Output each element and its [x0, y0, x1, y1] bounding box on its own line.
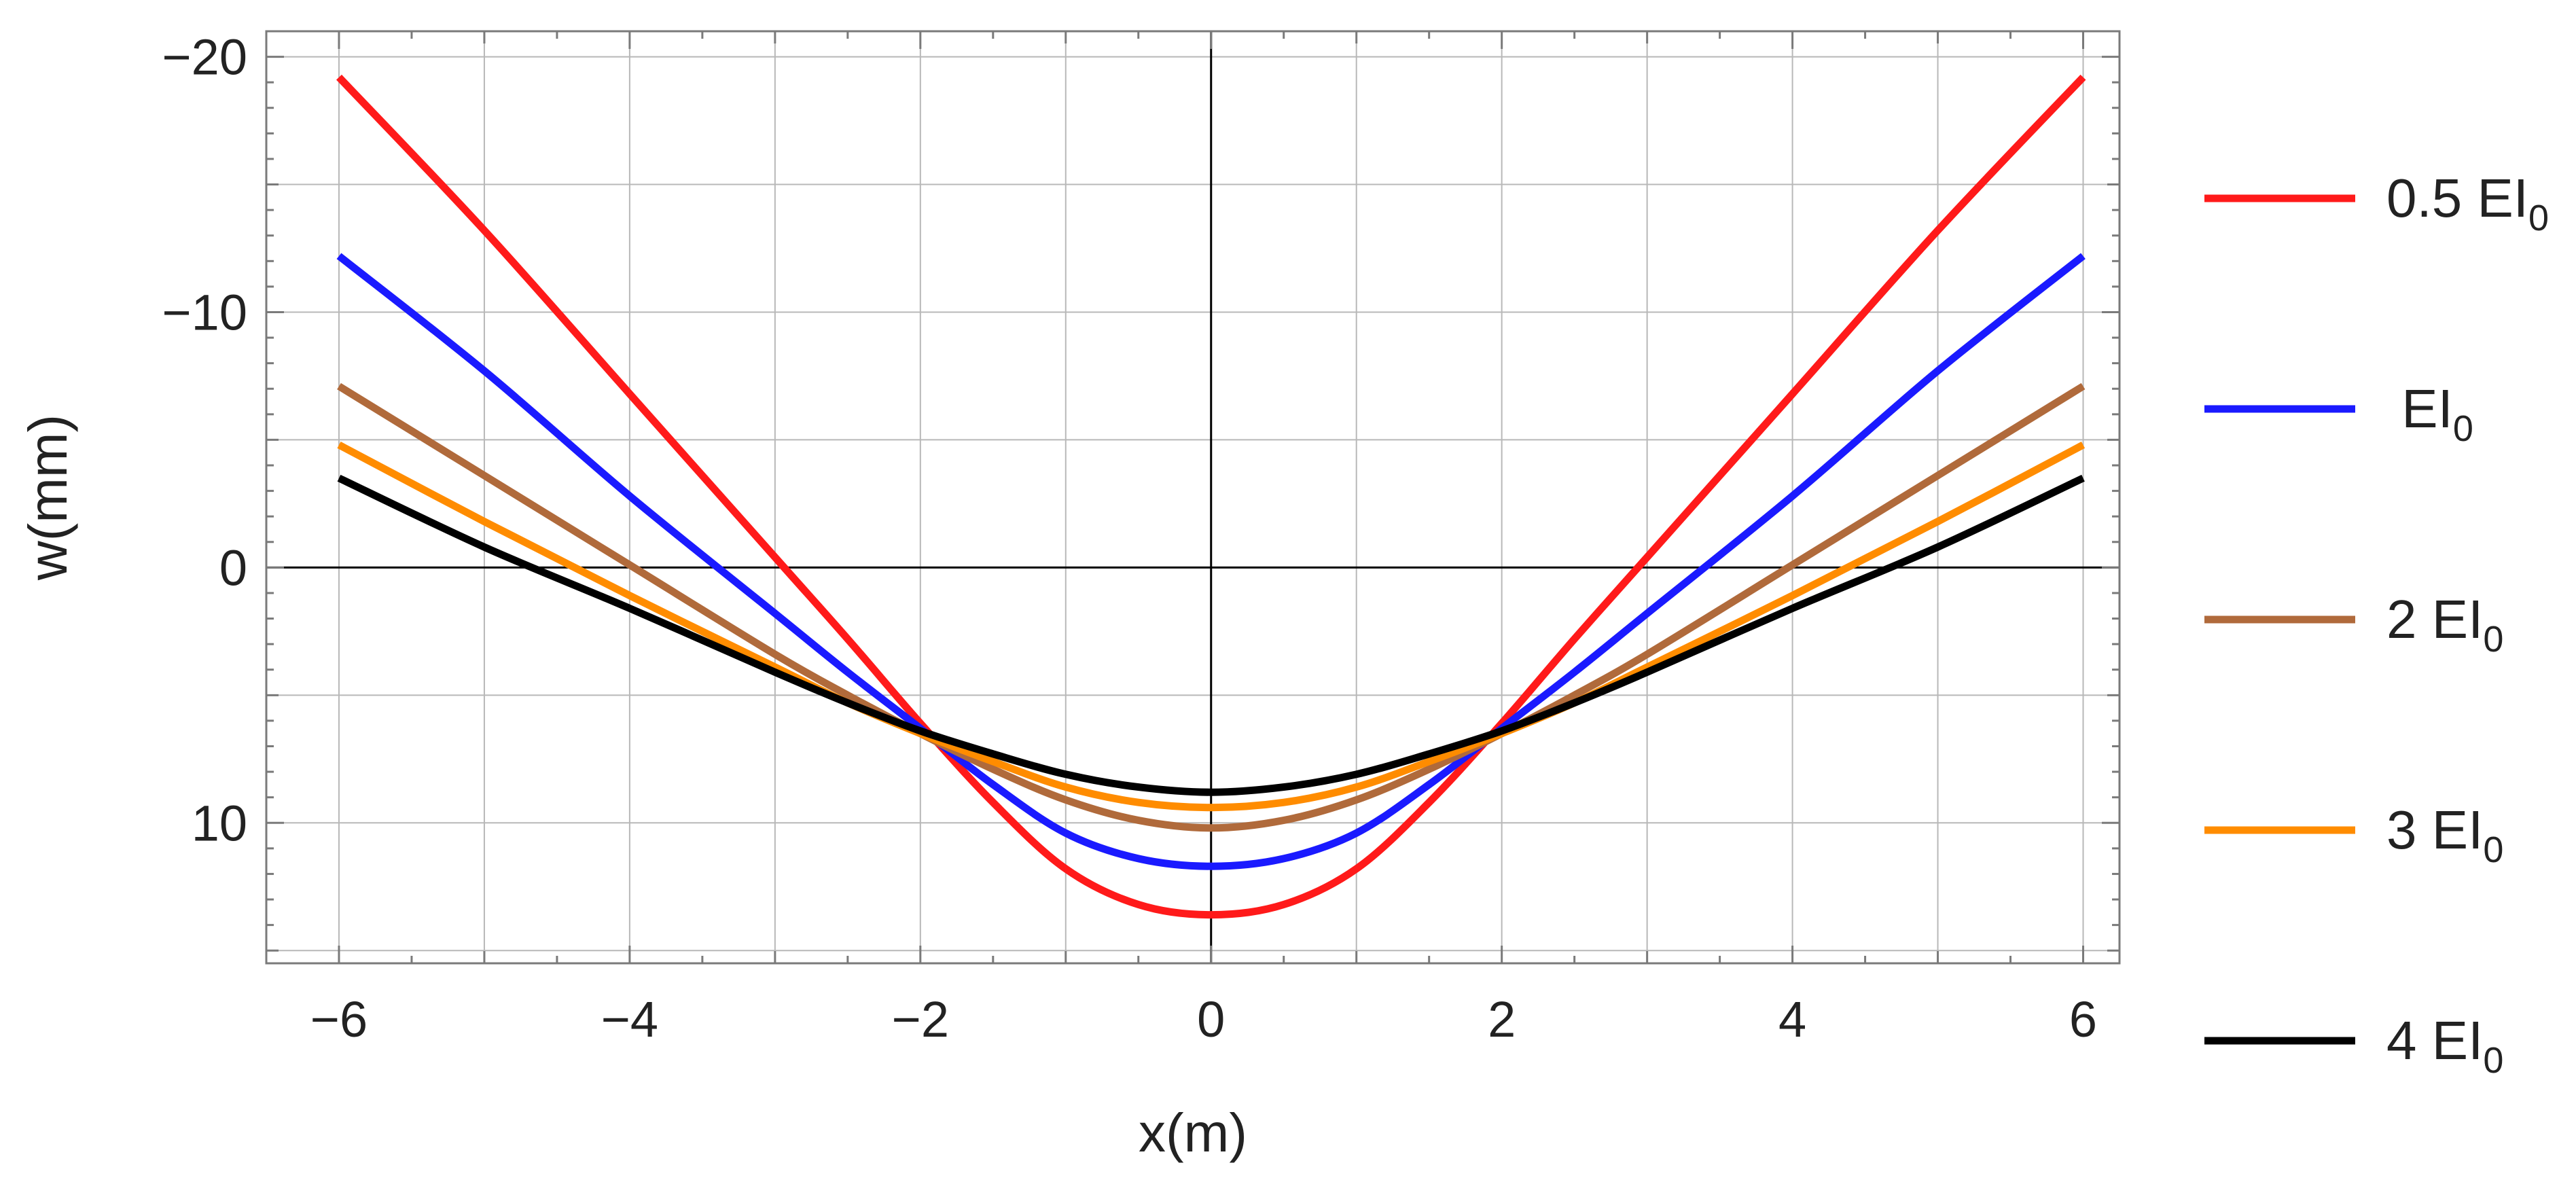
legend-label: 2 EI0	[2386, 589, 2503, 660]
ticks	[266, 31, 2119, 963]
legend-item: EI0	[2204, 378, 2473, 449]
legend-label-main: 2 EI	[2386, 589, 2483, 649]
legend-label-main: 0.5 EI	[2386, 168, 2528, 228]
legend-item: 2 EI0	[2204, 589, 2503, 660]
series-line-1	[336, 253, 2086, 870]
y-tick-label: 10	[192, 795, 247, 851]
y-axis-label: w(mm)	[18, 414, 78, 581]
legend-label: 4 EI0	[2386, 1010, 2503, 1081]
x-tick-label: 4	[1778, 991, 1806, 1048]
legend-label-subscript: 0	[2483, 619, 2503, 660]
x-tick-label: 2	[1488, 991, 1516, 1048]
y-tick-label: 0	[219, 539, 247, 596]
y-tick-label: −20	[162, 29, 247, 86]
series-line-0	[336, 74, 2086, 919]
legend-item: 4 EI0	[2204, 1010, 2503, 1081]
series-line-3	[337, 442, 2086, 812]
legend-label: 3 EI0	[2386, 800, 2503, 870]
series-line-2	[337, 382, 2086, 832]
legend-label-subscript: 0	[2483, 1040, 2503, 1081]
plot-frame	[265, 30, 2121, 965]
x-tick-label: 0	[1197, 991, 1225, 1048]
legend-label-main: 3 EI	[2386, 800, 2483, 860]
legend-label-subscript: 0	[2483, 829, 2503, 870]
legend-item: 0.5 EI0	[2204, 168, 2549, 238]
y-tick-label: −10	[162, 284, 247, 340]
legend-item: 3 EI0	[2204, 800, 2503, 870]
x-tick-label: −4	[601, 991, 658, 1048]
series-line-4	[337, 474, 2085, 796]
legend-label-main: 4 EI	[2386, 1010, 2483, 1071]
x-tick-label: −2	[892, 991, 949, 1048]
legend-label-subscript: 0	[2453, 408, 2473, 449]
legend-label: EI0	[2386, 378, 2473, 449]
legend-label-main: EI	[2386, 378, 2453, 439]
legend-label: 0.5 EI0	[2386, 168, 2549, 238]
legend-label-subscript: 0	[2528, 198, 2549, 238]
x-tick-label: 6	[2069, 991, 2097, 1048]
x-axis-label: x(m)	[1139, 1103, 1247, 1163]
x-tick-label: −6	[310, 991, 368, 1048]
series-lines	[336, 74, 2086, 919]
